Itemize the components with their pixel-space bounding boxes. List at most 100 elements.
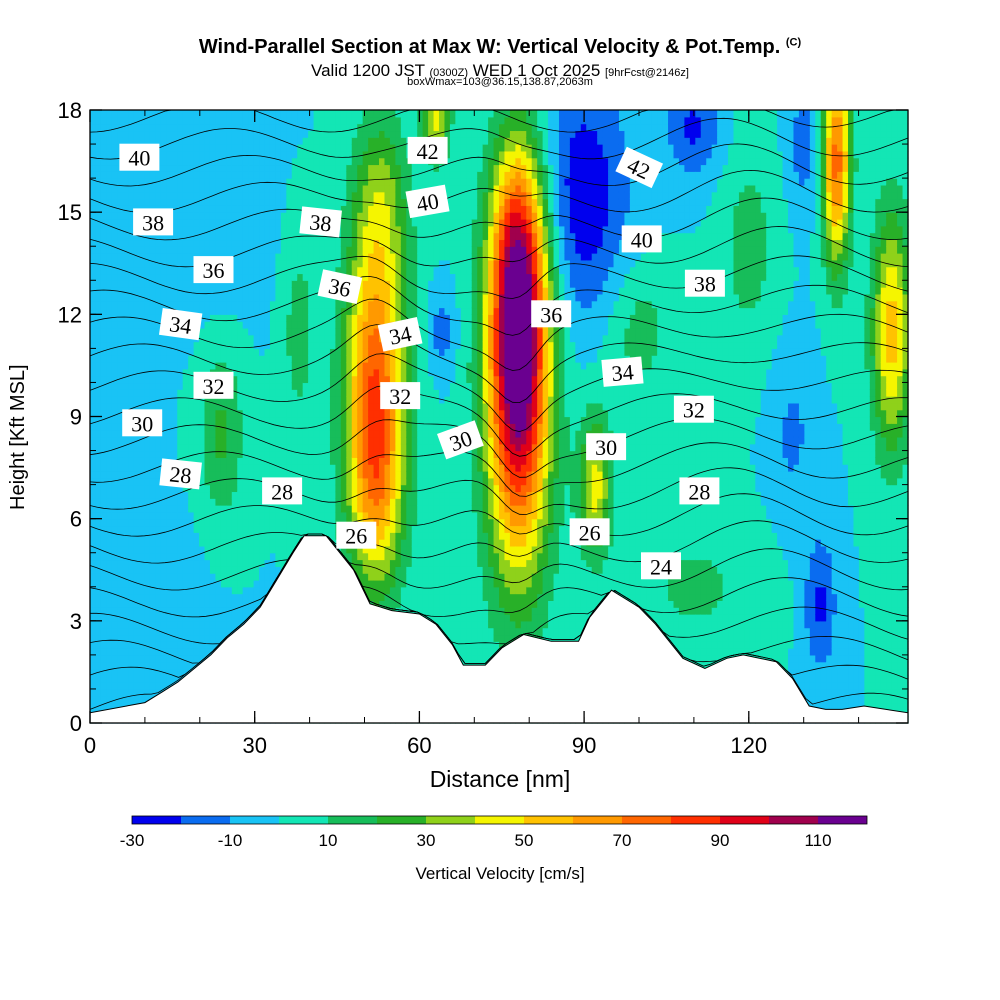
w-cell — [264, 184, 271, 193]
w-cell — [324, 505, 331, 513]
w-cell — [117, 273, 124, 281]
w-cell — [357, 218, 364, 227]
w-cell — [160, 518, 167, 527]
w-cell — [111, 266, 118, 275]
w-cell — [368, 484, 375, 493]
w-cell — [313, 355, 320, 363]
w-cell — [373, 150, 380, 159]
w-cell — [340, 477, 347, 486]
w-cell — [171, 498, 178, 506]
w-cell — [199, 491, 206, 499]
w-cell — [171, 293, 178, 302]
w-cell — [171, 171, 178, 179]
w-cell — [100, 110, 107, 118]
w-cell — [269, 144, 277, 152]
w-cell — [149, 191, 157, 200]
w-cell — [122, 450, 129, 458]
w-cell — [144, 573, 151, 581]
w-cell — [280, 382, 287, 390]
w-cell — [111, 573, 118, 581]
w-cell — [144, 484, 151, 493]
w-cell — [379, 246, 386, 254]
w-cell — [286, 532, 293, 540]
w-cell — [122, 287, 129, 295]
w-cell — [362, 579, 369, 588]
w-cell — [384, 566, 391, 574]
w-cell — [313, 307, 320, 315]
w-cell — [329, 402, 336, 411]
w-cell — [291, 171, 298, 179]
w-cell — [280, 436, 287, 445]
w-cell — [373, 157, 380, 166]
w-cell — [340, 178, 347, 186]
w-cell — [95, 355, 102, 363]
w-cell — [204, 130, 211, 138]
w-cell — [379, 205, 386, 213]
w-cell — [248, 205, 255, 213]
w-cell — [286, 171, 293, 179]
w-cell — [139, 484, 146, 493]
w-cell — [128, 593, 135, 601]
w-cell — [128, 280, 135, 288]
w-cell — [253, 505, 260, 513]
w-cell — [324, 511, 331, 520]
w-cell — [188, 518, 195, 527]
w-cell — [177, 178, 184, 186]
w-cell — [155, 518, 162, 527]
w-cell — [340, 157, 347, 166]
w-cell — [199, 110, 206, 118]
w-cell — [362, 362, 369, 370]
w-cell — [139, 266, 146, 275]
w-cell — [264, 470, 271, 479]
w-cell — [329, 457, 336, 465]
w-cell — [329, 307, 336, 315]
w-cell — [373, 450, 380, 458]
w-cell — [171, 348, 178, 356]
w-cell — [319, 110, 326, 118]
w-cell — [264, 443, 271, 452]
w-cell — [106, 620, 113, 629]
w-cell — [155, 675, 162, 683]
w-cell — [286, 436, 293, 445]
w-cell — [182, 491, 189, 499]
w-cell — [95, 341, 102, 349]
w-cell — [128, 218, 135, 227]
w-cell — [362, 464, 369, 472]
w-cell — [286, 334, 293, 343]
w-cell — [100, 355, 107, 363]
w-cell — [149, 457, 157, 465]
w-cell — [248, 184, 255, 193]
w-cell — [117, 307, 124, 315]
w-cell — [329, 362, 336, 370]
w-cell — [231, 239, 238, 247]
w-cell — [324, 171, 331, 179]
w-cell — [389, 477, 396, 486]
w-cell — [248, 225, 255, 234]
w-cell — [144, 232, 151, 241]
w-cell — [259, 287, 266, 295]
w-cell — [291, 123, 298, 132]
w-cell — [111, 648, 118, 656]
w-cell — [329, 348, 336, 356]
w-cell — [226, 300, 233, 309]
w-cell — [90, 293, 97, 302]
w-cell — [226, 212, 233, 220]
w-cell — [291, 457, 298, 465]
w-cell — [100, 600, 107, 608]
w-cell — [209, 552, 217, 561]
w-cell — [128, 375, 135, 384]
w-cell — [291, 334, 298, 343]
w-cell — [177, 157, 184, 166]
w-cell — [199, 205, 206, 213]
w-cell — [329, 334, 336, 343]
w-cell — [346, 253, 353, 261]
w-cell — [379, 430, 386, 438]
w-cell — [357, 184, 364, 193]
w-cell — [128, 191, 135, 200]
w-cell — [237, 259, 244, 268]
w-cell — [177, 505, 184, 513]
w-cell — [199, 505, 206, 513]
w-cell — [313, 150, 320, 159]
w-cell — [166, 627, 173, 636]
w-cell — [117, 293, 124, 302]
